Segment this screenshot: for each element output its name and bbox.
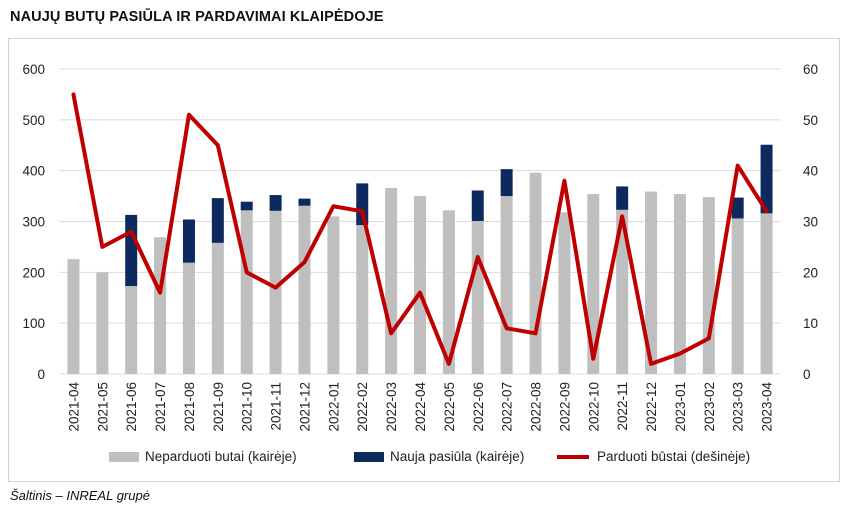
bar-unsold [500, 196, 513, 374]
y-right-tick-label: 10 [803, 316, 818, 331]
y-right-tick-label: 0 [803, 367, 811, 382]
x-tick-label: 2022-10 [586, 382, 601, 432]
bar-unsold [702, 197, 715, 374]
x-tick-label: 2022-09 [557, 382, 572, 432]
y-right-tick-label: 40 [803, 164, 818, 179]
x-tick-label: 2021-05 [95, 382, 110, 432]
bar-unsold [673, 194, 686, 374]
bar-unsold [269, 210, 282, 374]
bar-unsold [645, 191, 658, 374]
x-tick-label: 2021-12 [297, 382, 312, 432]
bar-unsold [385, 187, 398, 374]
bar-unsold [471, 220, 484, 374]
x-tick-label: 2022-02 [355, 382, 370, 432]
bar-new-supply [616, 186, 629, 210]
x-tick-label: 2021-09 [211, 382, 226, 432]
x-tick-label: 2022-03 [384, 382, 399, 432]
x-tick-label: 2021-11 [269, 382, 284, 431]
bar-new-supply [731, 197, 744, 219]
legend-unsold-label: Neparduoti butai (kairėje) [145, 449, 297, 464]
x-tick-label: 2021-06 [124, 382, 139, 432]
x-tick-label: 2023-04 [760, 382, 775, 432]
y-right-tick-label: 50 [803, 113, 818, 128]
bar-unsold [616, 209, 629, 374]
source-note: Šaltinis – INREAL grupė [10, 488, 150, 503]
bar-new-supply [269, 195, 282, 211]
bar-unsold [760, 213, 773, 374]
x-tick-label: 2022-12 [644, 382, 659, 432]
bar-new-supply [760, 144, 773, 214]
chart-title: NAUJŲ BUTŲ PASIŪLA IR PARDAVIMAI KLAIPĖD… [10, 9, 384, 25]
bar-unsold [414, 196, 426, 374]
x-tick-label: 2021-10 [240, 382, 255, 432]
x-tick-label: 2021-04 [66, 382, 81, 432]
bar-unsold [442, 210, 455, 374]
y-left-tick-label: 400 [22, 164, 45, 179]
bar-new-supply [500, 169, 513, 197]
bar-unsold [558, 212, 571, 374]
x-tick-label: 2021-08 [182, 382, 197, 432]
bar-new-supply [240, 201, 253, 211]
x-tick-label: 2022-05 [442, 382, 457, 432]
bar-unsold [529, 172, 542, 374]
bar-new-supply [356, 183, 369, 226]
y-right-tick-label: 30 [803, 215, 818, 230]
legend-new-supply-swatch [354, 452, 384, 462]
bar-unsold [298, 205, 311, 374]
x-tick-label: 2021-07 [153, 382, 168, 432]
bar-new-supply [471, 190, 484, 221]
y-left-tick-label: 600 [22, 62, 45, 77]
bar-new-supply [125, 214, 138, 287]
legend-unsold-swatch [109, 452, 139, 462]
bar-unsold [182, 262, 195, 374]
bar-unsold [96, 272, 109, 374]
x-tick-label: 2022-06 [471, 382, 486, 432]
chart-frame: 0 100 200 300 400 500 600 0 10 20 30 40 50 60 2021-04 2… [8, 38, 840, 482]
y-left-tick-label: 100 [22, 316, 45, 331]
chart-svg: 0 100 200 300 400 500 600 0 10 20 30 40 50 60 2021-04 2… [22, 62, 818, 464]
legend-sold-label: Parduoti būstai (dešinėje) [597, 449, 750, 464]
y-left-tick-label: 0 [37, 367, 45, 382]
x-tick-label: 2022-04 [413, 382, 428, 432]
y-right-tick-label: 60 [803, 62, 818, 77]
bar-unsold [327, 216, 340, 374]
y-left-tick-label: 200 [22, 265, 45, 280]
x-tick-label: 2023-02 [702, 382, 717, 432]
bar-unsold [125, 286, 138, 374]
x-tick-label: 2023-03 [731, 382, 746, 432]
bar-new-supply [182, 219, 195, 263]
bar-new-supply [211, 198, 224, 243]
bar-new-supply [298, 198, 311, 206]
bar-unsold [240, 210, 253, 374]
x-tick-label: 2022-11 [615, 382, 630, 431]
y-left-tick-label: 500 [22, 113, 45, 128]
y-right-tick-label: 20 [803, 265, 818, 280]
x-tick-label: 2023-01 [673, 382, 688, 432]
x-tick-label: 2022-01 [326, 382, 341, 432]
bar-unsold [731, 218, 744, 374]
x-tick-label: 2022-07 [500, 382, 515, 432]
bar-unsold [211, 242, 224, 374]
x-tick-label: 2022-08 [529, 382, 544, 432]
bar-unsold [356, 225, 369, 374]
legend-new-supply-label: Nauja pasiūla (kairėje) [390, 449, 524, 464]
y-left-tick-label: 300 [22, 215, 45, 230]
bar-unsold [67, 259, 80, 374]
